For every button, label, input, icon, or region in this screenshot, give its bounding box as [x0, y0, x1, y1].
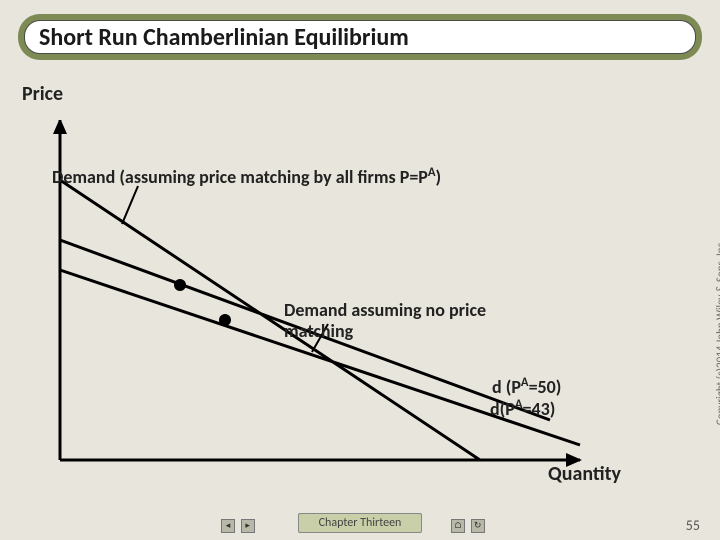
- nav-cluster-right: ⌂ ↻: [450, 514, 486, 533]
- footer: Chapter Thirteen: [0, 512, 720, 534]
- y-axis-label: Price: [22, 82, 63, 106]
- d-pa50-post: =50): [529, 376, 562, 398]
- chapter-label: Chapter Thirteen: [298, 513, 423, 533]
- ptr-D-matching: [122, 186, 138, 224]
- label-no-match-l2: matching: [284, 320, 353, 342]
- slide-title: Short Run Chamberlinian Equilibrium: [39, 23, 409, 52]
- label-d-pa43: d(PA=43): [490, 398, 555, 420]
- label-demand-matching-sup: A: [428, 165, 436, 180]
- dot-upper: [174, 279, 186, 291]
- d-pa43-pre: d(P: [490, 398, 515, 420]
- nav-return-button[interactable]: ↻: [471, 519, 485, 533]
- d-pa43-sup: A: [515, 397, 523, 412]
- label-demand-no-match: Demand assuming no price matching: [284, 300, 486, 341]
- d-pa43-post: =43): [523, 398, 556, 420]
- label-demand-matching-pre: Demand (assuming price matching by all f…: [52, 166, 428, 188]
- label-no-match-l1: Demand assuming no price: [284, 299, 486, 321]
- y-axis-arrow: [53, 120, 67, 134]
- d-pa50-sup: A: [521, 375, 529, 390]
- dot-lower: [219, 314, 231, 326]
- label-demand-matching: Demand (assuming price matching by all f…: [52, 166, 441, 188]
- nav-home-button[interactable]: ⌂: [451, 519, 465, 533]
- title-inner: Short Run Chamberlinian Equilibrium: [24, 20, 696, 54]
- d-pa50-pre: d (P: [492, 376, 521, 398]
- x-axis-label: Quantity: [548, 462, 621, 486]
- label-demand-matching-post: ): [436, 166, 442, 188]
- label-d-pa50: d (PA=50): [492, 376, 561, 398]
- copyright-text: Copyright (c)2014 John Wiley & Sons, Inc…: [714, 240, 720, 425]
- page-number: 55: [686, 517, 700, 534]
